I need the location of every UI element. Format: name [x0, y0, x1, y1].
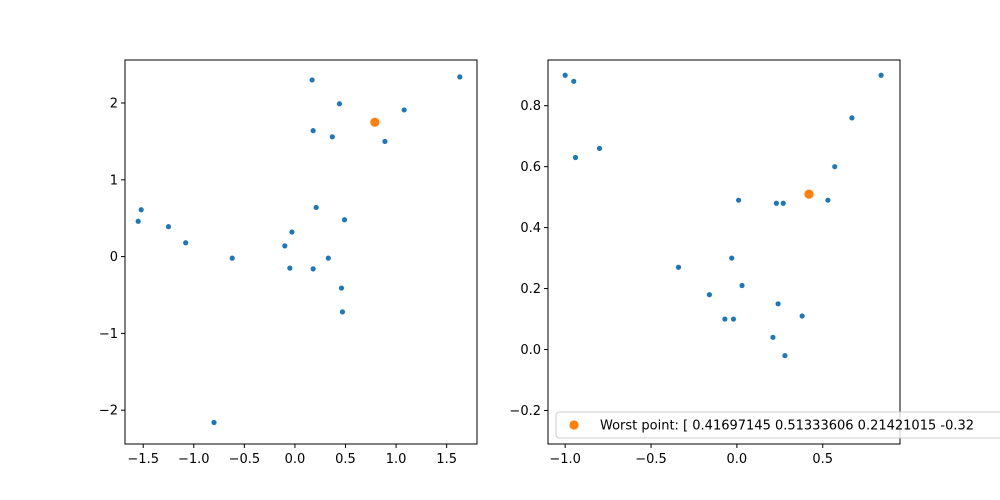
x-tick-label: 1.0	[386, 452, 407, 467]
data-point	[165, 224, 172, 230]
data-point	[289, 229, 295, 235]
y-tick-label: 0	[110, 250, 118, 265]
data-point	[775, 301, 781, 307]
axes-frame	[547, 59, 901, 445]
data-point	[878, 72, 884, 78]
data-point	[287, 265, 293, 271]
data-point	[310, 128, 316, 134]
data-point	[729, 255, 735, 261]
data-point	[562, 72, 568, 78]
x-tick-label: 0.5	[335, 452, 356, 467]
data-point	[329, 134, 335, 140]
data-point	[722, 316, 728, 322]
x-tick-label: 0.0	[285, 452, 306, 467]
data-point	[382, 138, 388, 145]
data-point	[770, 334, 776, 340]
y-tick-label: 1	[110, 173, 118, 188]
data-point	[338, 285, 345, 291]
legend-box	[555, 411, 1000, 439]
axes-frame	[124, 59, 478, 445]
y-tick-label: −1	[99, 327, 118, 342]
highlighted-data-point	[804, 189, 814, 199]
data-point	[799, 313, 805, 319]
data-point	[739, 282, 745, 289]
y-tick-label: 0.8	[520, 99, 541, 114]
x-tick-label: −1.5	[127, 452, 159, 467]
data-point	[401, 107, 407, 113]
data-point	[282, 243, 288, 249]
data-point	[825, 197, 831, 203]
data-point	[773, 200, 779, 206]
data-point	[675, 264, 682, 270]
data-point	[832, 164, 838, 170]
data-point	[780, 200, 786, 206]
left-scatter-panel: −1.5 −1.0 −0.5 0.0 0.5 1.0 1.5 −2 −1 0 1 2	[99, 59, 478, 467]
data-point	[135, 218, 141, 224]
data-point	[138, 207, 144, 213]
right-scatter-panel: −1.0 −0.5 0.0 0.5 −0.2 0.0 0.2 0.4 0.6 0.8 Worst p…	[509, 59, 1000, 467]
data-point	[571, 78, 577, 84]
data-point	[782, 353, 788, 359]
data-point	[730, 316, 737, 322]
data-point	[310, 266, 316, 272]
data-point	[325, 255, 331, 261]
data-point	[339, 309, 346, 315]
y-tick-label: 2	[110, 97, 118, 112]
data-point	[341, 217, 348, 223]
legend-label: Worst point: [ 0.41697145 0.51333606 0.2…	[600, 419, 974, 434]
x-tick-label: 0.0	[727, 452, 748, 467]
data-point	[183, 240, 189, 246]
data-point	[706, 292, 713, 298]
x-tick-label: −0.5	[635, 452, 667, 467]
legend-marker	[569, 420, 579, 430]
y-tick-label: 0.6	[520, 160, 541, 175]
data-point	[229, 255, 235, 261]
x-tick-label: 1.5	[436, 452, 457, 467]
data-point	[211, 419, 217, 426]
data-point	[596, 145, 603, 151]
data-point	[313, 204, 319, 211]
highlighted-data-point	[370, 117, 380, 127]
x-tick-label: −1.0	[549, 452, 581, 467]
y-tick-label: −0.2	[509, 404, 541, 419]
data-point	[735, 197, 742, 203]
y-tick-label: 0.2	[520, 282, 541, 297]
x-tick-label: 0.5	[812, 452, 833, 467]
x-tick-label: −1.0	[178, 452, 210, 467]
y-tick-label: 0.0	[520, 343, 541, 358]
y-tick-label: −2	[99, 404, 118, 419]
y-tick-label: 0.4	[520, 221, 541, 236]
data-point	[336, 101, 343, 107]
data-point	[309, 77, 315, 83]
data-point	[849, 115, 855, 121]
data-point	[457, 74, 463, 80]
x-tick-label: −0.5	[229, 452, 261, 467]
data-point	[572, 154, 579, 161]
